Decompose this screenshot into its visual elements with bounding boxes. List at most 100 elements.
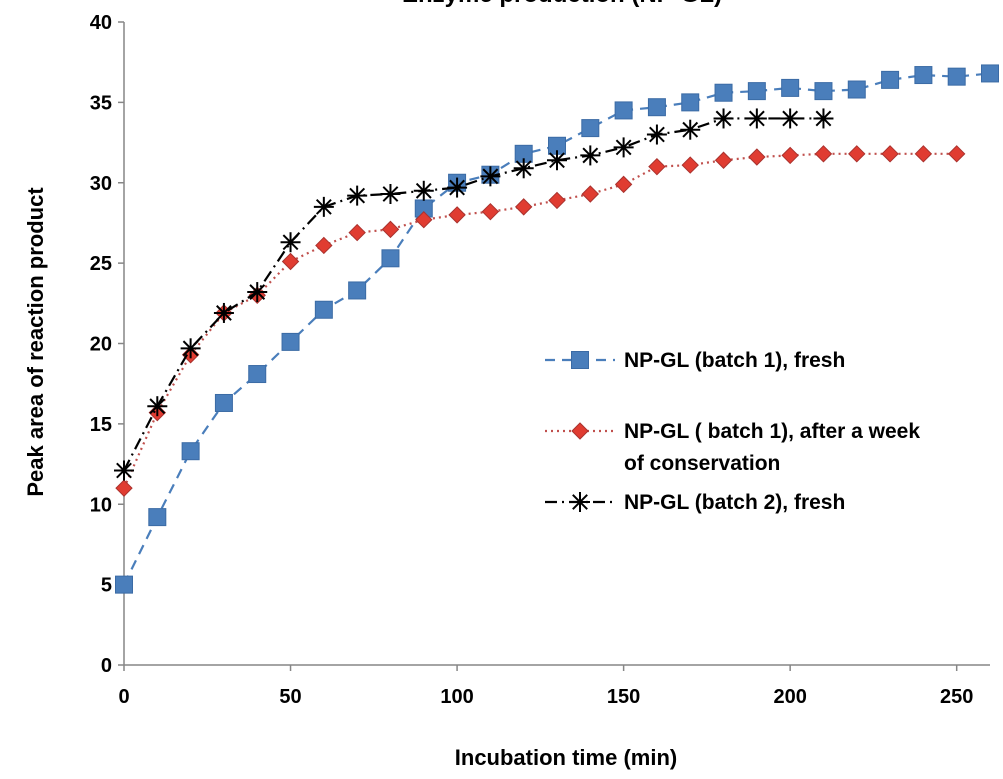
x-axis-title: Incubation time (min) [455, 745, 677, 770]
series-1 [115, 64, 999, 594]
data-point [348, 281, 367, 300]
legend-label: NP-GL (batch 2), fresh [624, 491, 845, 514]
data-point [181, 442, 200, 461]
data-point [713, 108, 734, 129]
data-point [313, 196, 334, 217]
data-point [213, 302, 234, 323]
data-point [348, 223, 366, 242]
series-line [123, 117, 824, 471]
data-point [780, 108, 801, 129]
data-point [247, 282, 268, 303]
data-point [581, 185, 600, 203]
data-point [947, 145, 966, 163]
y-tick-label: 0 [101, 655, 112, 677]
data-point [248, 365, 267, 384]
chart-title: Enzyme production (NP-GL) [402, 0, 722, 8]
data-point [881, 145, 899, 163]
legend-marker [571, 422, 589, 440]
legend-marker [571, 351, 589, 369]
data-point [314, 300, 333, 319]
y-tick-label: 25 [90, 253, 112, 275]
data-point [714, 151, 733, 169]
data-point [613, 137, 634, 158]
data-point [514, 198, 533, 216]
legend-item: NP-GL ( batch 1), after a week of conserv… [545, 420, 920, 475]
data-point [814, 145, 833, 163]
data-point [281, 332, 300, 351]
data-point [447, 177, 468, 198]
data-point [914, 145, 933, 163]
data-point [115, 479, 133, 497]
data-point [481, 202, 500, 221]
data-point [714, 83, 733, 102]
series-2 [115, 145, 966, 497]
data-point [781, 146, 799, 165]
y-tick-label: 40 [90, 12, 112, 34]
data-point [747, 82, 766, 101]
data-point [148, 508, 167, 527]
y-tick-label: 35 [90, 92, 112, 114]
data-point [680, 119, 701, 140]
data-point [214, 393, 233, 412]
legend-item: NP-GL (batch 1), fresh [545, 349, 845, 372]
data-point [281, 252, 300, 271]
data-point [648, 157, 666, 176]
data-point [881, 70, 900, 89]
data-point [180, 338, 201, 359]
legend-label: NP-GL (batch 1), fresh [624, 349, 845, 372]
axes: 0 5 10 15 20 25 30 35 40 0 50 100 150 200 250 [90, 12, 990, 708]
data-point [647, 98, 666, 117]
y-tick-label: 30 [90, 173, 112, 195]
data-point [746, 108, 767, 129]
legend-item: NP-GL (batch 2), fresh [545, 491, 845, 514]
data-point [781, 78, 800, 97]
data-point [646, 124, 667, 145]
y-tick-label: 10 [90, 494, 112, 516]
data-point [981, 64, 999, 83]
data-point [380, 184, 401, 205]
data-point [480, 166, 501, 187]
data-point [115, 575, 133, 594]
data-point [381, 220, 400, 239]
data-point [914, 66, 933, 85]
data-point [548, 191, 566, 210]
data-point [147, 396, 168, 417]
x-tick-label: 100 [440, 686, 473, 708]
data-point [315, 236, 333, 255]
data-point [513, 158, 534, 179]
data-point [114, 460, 134, 481]
data-point [381, 249, 400, 268]
data-point [748, 148, 766, 166]
data-point [581, 119, 600, 138]
series-line [123, 72, 991, 586]
data-point [347, 185, 368, 206]
data-point [547, 150, 567, 171]
y-axis-title: Peak area of reaction product [23, 187, 48, 497]
y-tick-label: 15 [90, 414, 112, 436]
y-tick-label: 20 [90, 334, 112, 356]
x-tick-label: 150 [607, 686, 640, 708]
data-point [947, 67, 966, 86]
series-3 [114, 108, 834, 481]
y-tick-label: 5 [101, 575, 112, 597]
data-point [415, 211, 433, 229]
data-point [614, 101, 633, 120]
legend-label: of conservation [624, 452, 780, 475]
legend: NP-GL (batch 1), fresh NP-GL ( batch 1), … [545, 349, 920, 514]
x-tick-label: 250 [940, 686, 973, 708]
legend-label: NP-GL ( batch 1), after a week [624, 420, 920, 443]
series-layer [114, 64, 999, 594]
data-point [448, 206, 466, 224]
data-point [814, 82, 833, 101]
data-point [681, 156, 699, 174]
legend-marker [570, 492, 590, 512]
data-point [847, 80, 866, 99]
data-point [681, 93, 700, 112]
data-point [580, 145, 601, 166]
data-point [614, 175, 633, 194]
x-tick-label: 200 [773, 686, 806, 708]
data-point [280, 232, 301, 253]
x-tick-label: 50 [279, 686, 301, 708]
series-line [122, 152, 957, 489]
